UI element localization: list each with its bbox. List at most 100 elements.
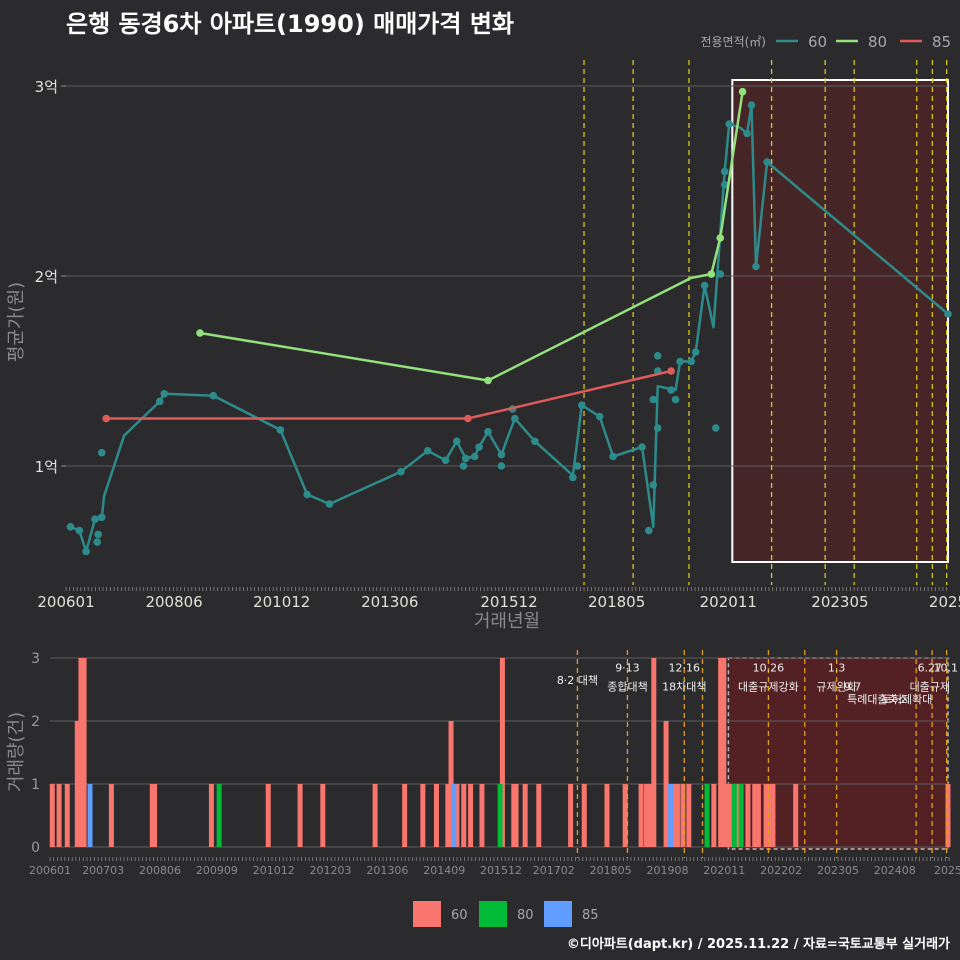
policy-annotation: 대출규제 (910, 680, 950, 693)
data-point-60 (75, 526, 84, 535)
legend-label-60: 60 (451, 908, 468, 923)
data-point-60 (91, 515, 99, 523)
data-point-60 (423, 447, 432, 455)
x-tick-label: 202202 (760, 864, 802, 877)
bar-60 (536, 784, 542, 847)
data-point-60 (676, 357, 684, 366)
data-point-60 (649, 395, 658, 404)
bar-60 (755, 784, 761, 847)
data-point-60 (94, 530, 102, 539)
bar-85 (451, 784, 457, 847)
policy-annotation: 6.27 (918, 661, 943, 674)
source-credit: ©디아파트(dapt.kr) / 2025.11.22 / 자료=국토교통부 실… (566, 937, 950, 952)
data-point-60 (573, 462, 582, 470)
data-point-60 (763, 158, 771, 166)
bar-60 (513, 784, 519, 847)
legend-key-80 (479, 901, 507, 927)
bar-60 (522, 784, 528, 847)
data-point-60 (653, 352, 662, 360)
policy-annotation: 규제완화 (816, 680, 856, 693)
bar-60 (265, 784, 271, 847)
policy-annotation: 18차대책 (662, 680, 706, 693)
policy-annotation: 8·2 대책 (557, 674, 598, 687)
bar-60 (479, 784, 485, 847)
bar-60 (402, 784, 408, 847)
bar-60 (644, 784, 650, 847)
x-tick-label: 201702 (533, 864, 575, 877)
data-point-60 (711, 424, 720, 432)
x-tick-label: 201512 (480, 864, 522, 877)
data-point-60 (209, 391, 218, 400)
data-point-60 (484, 428, 492, 436)
highlight-region (731, 79, 950, 563)
y-axis-label: 평균가(원) (6, 282, 27, 362)
policy-annotation: 9.7 (844, 680, 862, 693)
bar-60 (622, 784, 628, 847)
x-tick-label: 2025 (934, 864, 960, 877)
data-point-60 (470, 452, 479, 461)
data-point-60 (578, 401, 586, 410)
x-tick-label: 200806 (139, 864, 181, 877)
x-tick-label: 202011 (700, 593, 757, 611)
data-point-60 (638, 443, 646, 451)
y-tick-label: 3억 (35, 78, 58, 96)
bar-60 (766, 784, 772, 847)
bar-80 (731, 784, 737, 847)
bar-60 (718, 658, 724, 847)
bar-60 (454, 784, 460, 847)
data-point-80 (196, 329, 204, 337)
data-point-60 (671, 395, 680, 404)
bar-60 (721, 658, 727, 847)
policy-annotation: 토허제확대 (882, 693, 933, 706)
x-tick-label: 202408 (874, 864, 916, 877)
bar-60 (49, 784, 55, 847)
bar-60 (686, 784, 692, 847)
data-point-60 (511, 414, 519, 423)
bar-80 (497, 784, 503, 847)
x-tick-label: 201012 (253, 864, 295, 877)
data-point-60 (452, 437, 461, 446)
y-tick-label: 1억 (35, 458, 58, 476)
x-tick-label: 201203 (310, 864, 352, 877)
x-tick-label: 201908 (646, 864, 688, 877)
bar-60 (648, 784, 654, 847)
bar-85 (87, 784, 93, 847)
x-tick-label: 201012 (253, 593, 310, 611)
data-point-60 (644, 526, 653, 535)
legend-label-60: 60 (808, 33, 827, 51)
bar-60 (745, 784, 751, 847)
bar-60 (56, 784, 62, 847)
data-point-60 (397, 467, 405, 476)
data-point-60 (155, 397, 164, 406)
x-tick-label: 201512 (480, 593, 537, 611)
bar-60 (74, 721, 80, 847)
bar-60 (793, 784, 799, 847)
bar-80 (738, 784, 744, 847)
x-axis-label: 거래년월 (474, 611, 540, 632)
data-point-60 (743, 129, 751, 138)
y-tick-label: 1 (31, 777, 40, 793)
data-point-60 (700, 281, 709, 290)
bar-60 (945, 784, 951, 847)
data-point-80 (707, 270, 716, 278)
x-tick-label: 202305 (817, 864, 859, 877)
bar-60 (680, 784, 686, 847)
data-point-60 (497, 462, 506, 470)
data-point-60 (93, 538, 102, 546)
bar-60 (727, 784, 733, 847)
x-tick-label: 202305 (811, 593, 868, 611)
legend-key-60 (413, 901, 441, 927)
data-point-60 (97, 513, 106, 522)
x-tick-label: 200806 (145, 593, 202, 611)
bar-60 (763, 784, 769, 847)
bar-60 (724, 784, 730, 847)
data-point-60 (97, 448, 106, 457)
data-point-60 (725, 120, 733, 128)
page-title: 은행 동경6차 아파트(1990) 매매가격 변화 (66, 10, 514, 38)
policy-annotation: 10.26 (753, 661, 785, 674)
policy-annotation: 12·16 (669, 661, 701, 674)
y-tick-label: 2억 (35, 268, 58, 286)
bar-60 (674, 784, 680, 847)
data-point-60 (82, 547, 90, 556)
bar-80 (216, 784, 222, 847)
